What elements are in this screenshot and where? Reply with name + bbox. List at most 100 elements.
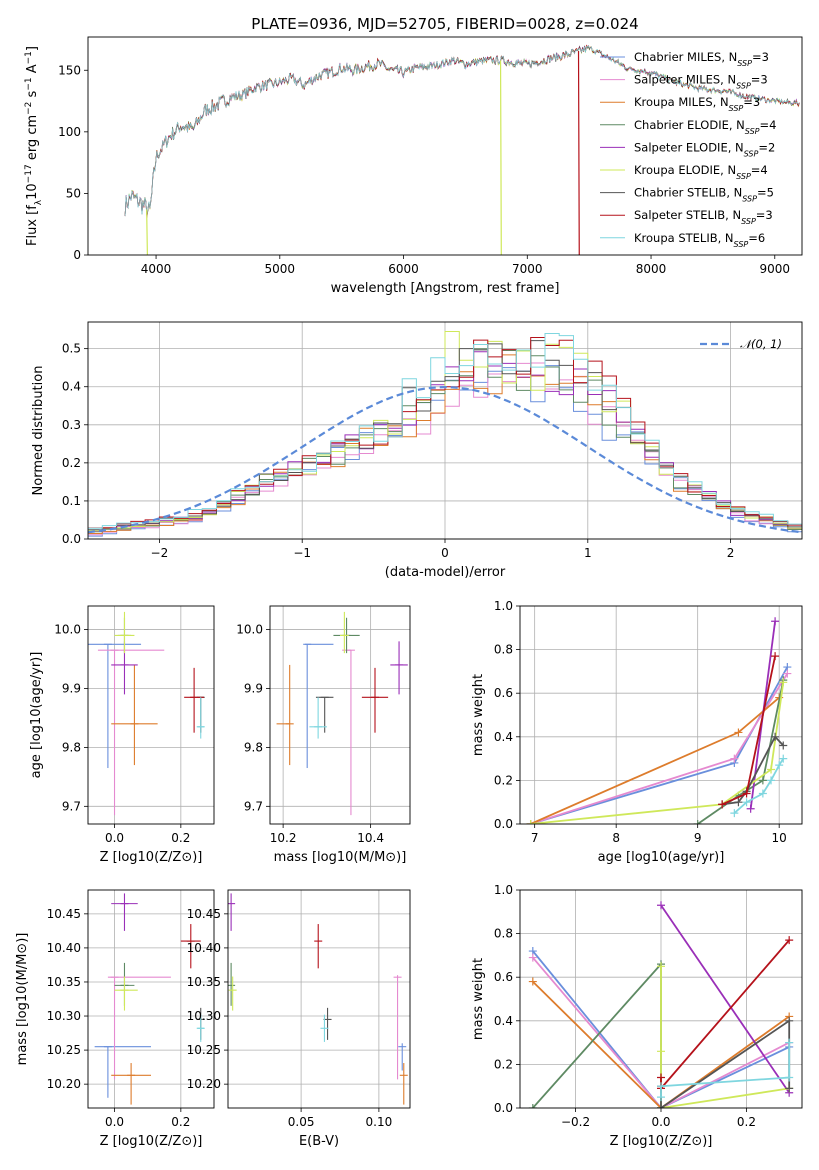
y-tick-label: 10.20 <box>47 1077 81 1091</box>
weight-marker <box>528 1104 537 1108</box>
residuals-panel: −2 −1 0 1 2 0.0 0.1 0.2 0.3 0.4 0.5 (data-model)/er… <box>31 321 803 580</box>
y-tick-label: 10.40 <box>47 941 81 955</box>
plot-frame <box>519 889 803 1109</box>
legend-label: Salpeter STELIB, NSSP=3 <box>634 208 773 226</box>
weight-marker <box>657 901 665 910</box>
x-tick-label: 7 <box>531 831 539 845</box>
x-axis-label: E(B-V) <box>299 1134 339 1149</box>
histogram-series <box>88 333 802 539</box>
plot-frame <box>87 605 215 825</box>
weight-vs-metallicity-panel: −0.2 0.0 0.2 0.0 0.2 0.4 0.6 0.8 1.0 Z [log10(Z/Z… <box>471 883 803 1149</box>
x-axis-label: wavelength [Angstrom, rest frame] <box>331 281 560 296</box>
histogram-series <box>88 340 802 539</box>
age-vs-metallicity-panel: 0.0 0.2 9.7 9.8 9.9 10.0 Z [log10(Z/Z⊙)] age [l… <box>29 605 215 865</box>
y-tick-label: 50 <box>66 186 81 200</box>
weight-marker <box>758 789 767 798</box>
weight-marker <box>657 1093 665 1102</box>
weight-marker <box>771 652 780 661</box>
x-tick-label: −2 <box>151 546 169 560</box>
weight-marker <box>785 936 794 945</box>
weight-marker <box>730 809 739 818</box>
x-tick-label: 0.2 <box>171 1115 190 1129</box>
plot-frame <box>87 36 803 256</box>
x-axis-label: Z [log10(Z/Z⊙)] <box>610 1134 713 1149</box>
x-axis-label: (data-model)/error <box>385 565 506 580</box>
y-tick-label: 0.4 <box>62 380 81 394</box>
y-tick-label: 0.0 <box>494 817 513 831</box>
x-tick-label: 2 <box>727 546 735 560</box>
weight-line <box>532 957 790 1108</box>
x-tick-label: 0.2 <box>737 1115 756 1129</box>
weight-marker <box>779 741 788 750</box>
weight-marker <box>734 728 743 737</box>
spectrum-dropout <box>499 60 502 255</box>
x-tick-label: 9 <box>694 831 702 845</box>
x-tick-label: 0.0 <box>105 831 124 845</box>
spectrum-dropout <box>146 209 148 255</box>
y-tick-label: 0 <box>73 248 81 262</box>
weight-line <box>697 679 785 824</box>
legend-label: Salpeter MILES, NSSP=3 <box>634 73 768 91</box>
x-tick-label: 6000 <box>388 262 419 276</box>
weight-marker <box>734 798 743 807</box>
plot-area <box>276 611 408 816</box>
x-tick-label: 10.2 <box>270 831 297 845</box>
x-tick-label: −1 <box>293 546 311 560</box>
y-axis-label: age [log10(age/yr)] <box>29 652 44 779</box>
y-tick-label: 0.8 <box>494 927 513 941</box>
weight-marker <box>742 798 751 807</box>
y-tick-label: 10.30 <box>47 1009 81 1023</box>
y-tick-label: 1.0 <box>494 883 513 897</box>
plot-frame <box>87 889 215 1109</box>
y-tick-label: 10.35 <box>47 975 81 989</box>
gaussian-curve <box>88 385 802 534</box>
plot-area <box>528 901 794 1108</box>
mass-vs-metallicity-panel: 0.0 0.2 10.20 10.25 10.30 10.35 10.40 10.45 Z [l… <box>15 889 215 1149</box>
figure-title: PLATE=0936, MJD=52705, FIBERID=0028, z=0… <box>251 15 638 33</box>
weight-marker <box>742 789 751 798</box>
plot-area <box>88 331 802 539</box>
legend-label: Salpeter ELODIE, NSSP=2 <box>634 140 775 158</box>
weight-marker <box>771 732 780 741</box>
y-tick-label: 10.30 <box>187 1009 221 1023</box>
y-tick-label: 1.0 <box>494 599 513 613</box>
y-tick-label: 9.7 <box>62 799 81 813</box>
y-tick-label: 100 <box>58 125 81 139</box>
weight-line <box>530 682 785 824</box>
y-tick-label: 0.4 <box>494 730 513 744</box>
spectrum-dropout <box>577 51 580 255</box>
weight-line <box>532 950 790 1108</box>
weight-marker <box>730 754 739 763</box>
x-tick-label: 5000 <box>265 262 296 276</box>
legend-label: 𝒩(0, 1) <box>740 337 782 351</box>
y-tick-label: 0.5 <box>62 342 81 356</box>
spectrum-line <box>124 48 577 216</box>
y-axis-label: mass weight <box>471 958 486 1040</box>
y-tick-label: 10.25 <box>47 1043 81 1057</box>
weight-marker <box>758 776 767 785</box>
weight-marker <box>783 669 792 678</box>
y-tick-label: 0.6 <box>494 970 513 984</box>
y-axis-label: mass weight <box>471 674 486 756</box>
x-tick-label: 7000 <box>512 262 543 276</box>
spectrum-line <box>124 49 577 218</box>
weight-marker <box>657 1047 665 1056</box>
y-tick-label: 9.8 <box>244 740 263 754</box>
y-axis-label: Flux [fλ10−17 erg cm−2 s−1 A−1] <box>24 46 44 246</box>
plot-area <box>526 617 792 824</box>
y-tick-label: 10.25 <box>187 1043 221 1057</box>
weight-marker <box>775 761 784 770</box>
plot-area <box>124 44 800 255</box>
spectrum-line <box>124 48 577 218</box>
y-tick-label: 0.2 <box>62 456 81 470</box>
weight-line <box>733 758 785 814</box>
plot-frame <box>519 605 803 825</box>
x-axis-label: age [log10(age/yr)] <box>598 850 725 865</box>
legend-label: Kroupa ELODIE, NSSP=4 <box>634 163 768 181</box>
x-tick-label: 9000 <box>760 262 791 276</box>
y-tick-label: 0.6 <box>494 686 513 700</box>
legend-label: Chabrier ELODIE, NSSP=4 <box>634 118 776 136</box>
weight-marker <box>746 804 755 813</box>
legend-label: Kroupa STELIB, NSSP=6 <box>634 231 765 249</box>
